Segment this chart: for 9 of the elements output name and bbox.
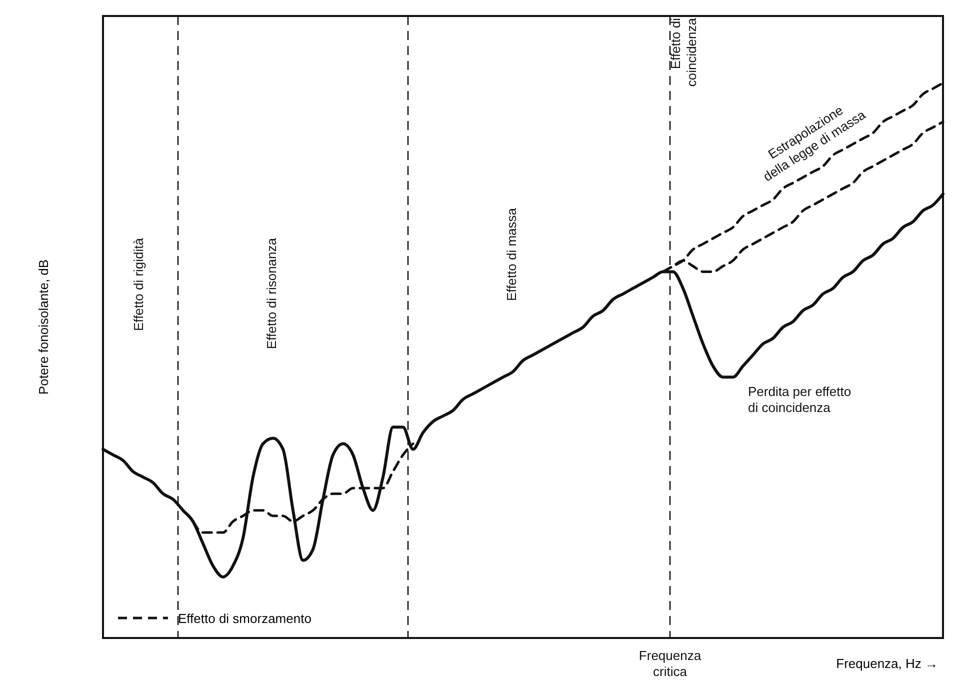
annotation: Effetto di massa xyxy=(504,207,519,301)
annotation: Effetto di rigidità xyxy=(131,237,146,331)
legend-label: Effetto di smorzamento xyxy=(178,611,312,626)
x-axis-title: Frequenza, Hz → xyxy=(836,656,938,671)
annotation: Perdita per effetto di coincidenza xyxy=(748,384,852,415)
annotation: Effetto di risonanza xyxy=(264,237,279,350)
text: Frequenza critica xyxy=(638,648,702,679)
y-axis-title: Potere fonoisolante, dB xyxy=(36,259,51,395)
annotation: Effetto di coincidenza xyxy=(668,17,699,87)
